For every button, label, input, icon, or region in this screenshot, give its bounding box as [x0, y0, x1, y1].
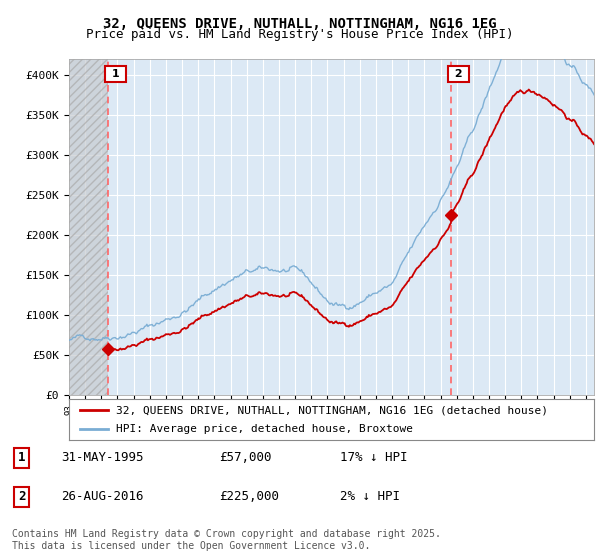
- Text: 32, QUEENS DRIVE, NUTHALL, NOTTINGHAM, NG16 1EG (detached house): 32, QUEENS DRIVE, NUTHALL, NOTTINGHAM, N…: [116, 405, 548, 415]
- Text: 26-AUG-2016: 26-AUG-2016: [61, 491, 143, 503]
- Bar: [69, 59, 108, 395]
- Text: HPI: Average price, detached house, Broxtowe: HPI: Average price, detached house, Brox…: [116, 424, 413, 433]
- Text: 2% ↓ HPI: 2% ↓ HPI: [340, 491, 400, 503]
- Text: 17% ↓ HPI: 17% ↓ HPI: [340, 451, 408, 464]
- Text: 1: 1: [18, 451, 25, 464]
- Text: 2: 2: [451, 69, 467, 79]
- Text: Price paid vs. HM Land Registry's House Price Index (HPI): Price paid vs. HM Land Registry's House …: [86, 28, 514, 41]
- Text: £225,000: £225,000: [220, 491, 280, 503]
- Text: 1: 1: [108, 69, 124, 79]
- Text: Contains HM Land Registry data © Crown copyright and database right 2025.
This d: Contains HM Land Registry data © Crown c…: [12, 529, 441, 551]
- Text: 2: 2: [18, 491, 25, 503]
- Text: £57,000: £57,000: [220, 451, 272, 464]
- Text: 31-MAY-1995: 31-MAY-1995: [61, 451, 143, 464]
- Text: 32, QUEENS DRIVE, NUTHALL, NOTTINGHAM, NG16 1EG: 32, QUEENS DRIVE, NUTHALL, NOTTINGHAM, N…: [103, 17, 497, 31]
